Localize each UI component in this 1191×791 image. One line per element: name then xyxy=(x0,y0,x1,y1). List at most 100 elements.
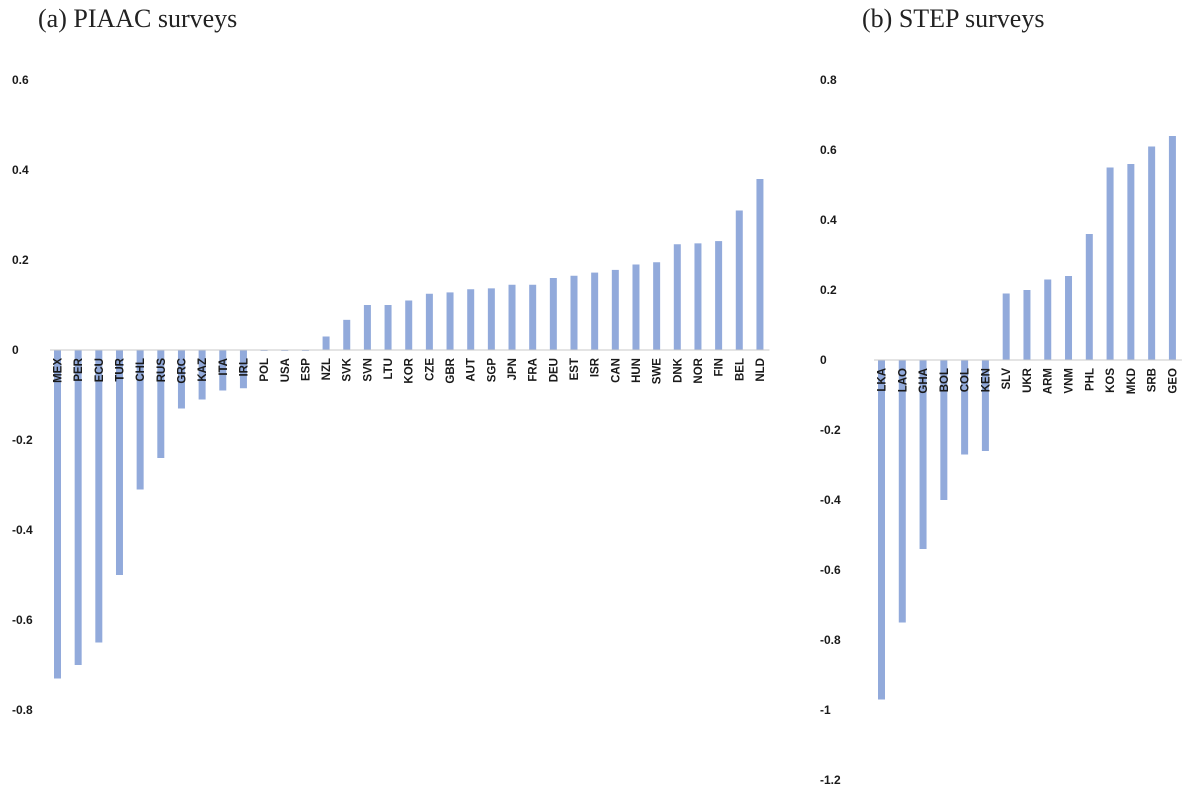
piaac-bar-ltu xyxy=(384,305,392,350)
step-ytick-label: -0.6 xyxy=(820,563,841,577)
step-bar-slv xyxy=(1002,293,1010,360)
step-ytick-label: -0.4 xyxy=(820,493,841,507)
piaac-category-label: SVN xyxy=(362,358,374,382)
step-category-label: BOL xyxy=(939,368,951,392)
piaac-bar-svn xyxy=(363,305,371,350)
piaac-category-label: DNK xyxy=(672,357,684,383)
piaac-category-label: ISR xyxy=(590,357,602,377)
piaac-bar-rus xyxy=(157,350,165,458)
piaac-bar-fra xyxy=(529,284,537,350)
piaac-bar-per xyxy=(74,350,82,665)
piaac-category-label: USA xyxy=(280,358,292,382)
step-ytick-label: 0.4 xyxy=(820,213,837,227)
piaac-bar-nor xyxy=(694,243,702,350)
step-category-label: KEN xyxy=(980,368,992,392)
piaac-bar-aut xyxy=(467,289,475,350)
step-bar-arm xyxy=(1044,279,1052,360)
piaac-ytick-label: -0.2 xyxy=(12,433,33,447)
step-ytick-label: -0.8 xyxy=(820,633,841,647)
step-category-label: KOS xyxy=(1105,368,1117,393)
piaac-category-label: AUT xyxy=(466,358,478,382)
piaac-category-label: PER xyxy=(73,357,85,381)
step-bar-col xyxy=(961,360,969,455)
piaac-bar-deu xyxy=(549,278,557,350)
step-bar-phl xyxy=(1085,234,1093,360)
step-category-label: ARM xyxy=(1043,368,1055,394)
piaac-bar-can xyxy=(611,269,619,350)
step-category-label: UKR xyxy=(1022,367,1034,393)
piaac-category-label: SWE xyxy=(652,358,664,385)
piaac-bar-chl xyxy=(136,350,144,490)
step-bar-vnm xyxy=(1065,276,1073,360)
piaac-category-label: CAN xyxy=(610,358,622,383)
piaac-bar-nzl xyxy=(322,336,330,350)
piaac-category-label: GBR xyxy=(445,357,457,383)
piaac-category-label: ECU xyxy=(94,358,106,382)
piaac-bar-svk xyxy=(343,319,351,350)
piaac-category-label: KOR xyxy=(404,357,416,383)
step-category-label: COL xyxy=(960,368,972,392)
piaac-category-label: CHL xyxy=(135,358,147,382)
piaac-category-label: FRA xyxy=(528,358,540,382)
piaac-bar-cze xyxy=(425,293,433,350)
piaac-bar-fin xyxy=(715,241,723,350)
step-bar-srb xyxy=(1148,146,1156,360)
piaac-category-label: GRC xyxy=(176,358,188,384)
step-category-label: VNM xyxy=(1064,368,1076,394)
step-ytick-label: 0.8 xyxy=(820,73,837,87)
piaac-category-label: CZE xyxy=(424,358,436,381)
step-ytick-label: -1 xyxy=(820,703,831,717)
step-bar-ken xyxy=(981,360,989,451)
step-bar-lka xyxy=(878,360,885,700)
piaac-ytick-label: -0.8 xyxy=(12,703,33,717)
piaac-category-label: NZL xyxy=(321,358,333,380)
step-category-label: GHA xyxy=(918,368,930,394)
piaac-bar-tur xyxy=(115,350,123,575)
piaac-bar-irl xyxy=(239,350,247,389)
piaac-bar-isr xyxy=(591,272,599,350)
step-ytick-label: -1.2 xyxy=(820,773,841,787)
piaac-ytick-label: 0.2 xyxy=(12,253,29,267)
step-bar-geo xyxy=(1168,136,1176,360)
step-category-label: LKA xyxy=(877,368,889,392)
piaac-category-label: NLD xyxy=(755,358,767,382)
step-bar-bol xyxy=(940,360,948,500)
piaac-category-label: RUS xyxy=(156,358,168,383)
piaac-category-label: KAZ xyxy=(197,358,209,382)
step-category-label: LAO xyxy=(897,368,909,392)
piaac-bar-swe xyxy=(653,262,661,350)
piaac-ytick-label: 0.4 xyxy=(12,163,29,177)
piaac-category-label: LTU xyxy=(383,358,395,380)
piaac-category-label: JPN xyxy=(507,358,519,380)
step-ytick-label: 0.6 xyxy=(820,143,837,157)
piaac-category-label: POL xyxy=(259,358,271,382)
piaac-bar-kor xyxy=(405,300,413,350)
piaac-category-label: TUR xyxy=(114,357,126,381)
step-bar-mkd xyxy=(1127,164,1135,360)
step-ytick-label: -0.2 xyxy=(820,423,841,437)
piaac-bar-hun xyxy=(632,264,640,350)
step-category-label: GEO xyxy=(1167,368,1179,394)
piaac-bar-est xyxy=(570,275,578,350)
panel-a-title: (a) PIAAC surveys xyxy=(38,4,238,33)
piaac-bar-sgp xyxy=(487,288,495,350)
piaac-category-label: DEU xyxy=(548,358,560,382)
piaac-bar-dnk xyxy=(673,244,681,350)
piaac-ytick-label: -0.4 xyxy=(12,523,33,537)
step-category-label: SRB xyxy=(1147,368,1159,392)
step-bar-kos xyxy=(1106,167,1114,360)
step-bar-ukr xyxy=(1023,290,1031,360)
step-ytick-label: 0 xyxy=(820,353,827,367)
piaac-category-label: SVK xyxy=(342,357,354,381)
piaac-bar-jpn xyxy=(508,284,516,350)
piaac-category-label: ITA xyxy=(218,358,230,376)
piaac-bar-mex xyxy=(54,350,61,679)
step-bar-lao xyxy=(898,360,906,623)
step-bar-gha xyxy=(919,360,927,549)
step-category-label: PHL xyxy=(1084,368,1096,391)
piaac-category-label: FIN xyxy=(714,358,726,377)
piaac-bar-ita xyxy=(219,350,227,391)
piaac-category-label: MEX xyxy=(53,358,65,383)
